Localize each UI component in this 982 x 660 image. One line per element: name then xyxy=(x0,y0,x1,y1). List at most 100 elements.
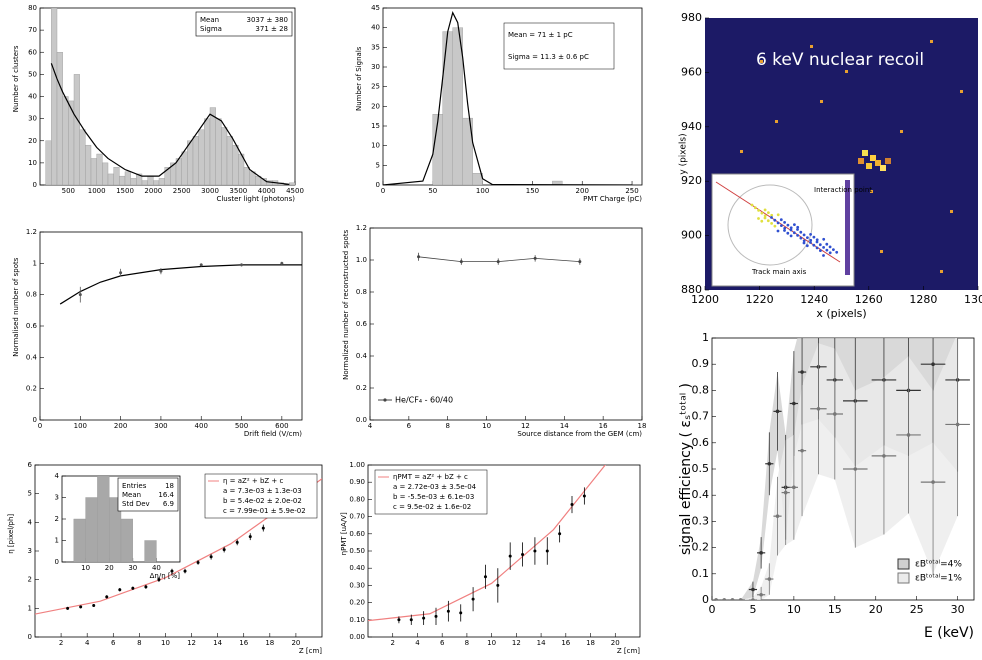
hist-bar xyxy=(244,167,250,185)
data-point xyxy=(731,598,735,602)
hist-bar xyxy=(63,97,69,186)
y-axis-label: ηPMT [uA/V] xyxy=(340,512,348,555)
y-tick-label: 20 xyxy=(28,137,37,145)
y-tick-label: 25 xyxy=(371,83,380,91)
hist-bar xyxy=(250,172,256,185)
y-tick-label: 920 xyxy=(681,174,702,187)
track-pixel xyxy=(786,232,789,235)
hist-bar xyxy=(187,141,193,185)
data-point xyxy=(784,491,788,495)
y-tick-label: 70 xyxy=(28,26,37,34)
fit-note: Mean = 71 ± 1 pC xyxy=(508,31,573,39)
x-tick-label: 1280 xyxy=(909,293,937,306)
hist-bar xyxy=(51,8,57,185)
data-point xyxy=(509,555,512,558)
x-axis-label: Drift field (V/cm) xyxy=(244,430,302,438)
y-tick-label: 5 xyxy=(376,161,380,169)
y-axis-label: signal efficiency ( εₛᵗᵒᵗᵃˡ ) xyxy=(678,383,694,555)
noise-pixel xyxy=(820,100,823,103)
track-pixel xyxy=(787,224,790,227)
track-pixel xyxy=(803,242,806,245)
data-point xyxy=(776,410,780,414)
track-pixel xyxy=(819,243,822,246)
recoil-spot xyxy=(885,158,891,164)
data-point xyxy=(578,260,581,263)
y-tick-label: 1.00 xyxy=(349,461,365,469)
x-tick-label: 4 xyxy=(415,639,420,647)
data-point xyxy=(66,607,69,610)
track-pixel xyxy=(806,236,809,239)
hist-bar xyxy=(142,181,148,185)
hist-bar xyxy=(119,176,125,185)
stats-label: Mean xyxy=(200,16,219,24)
x-tick-label: 2000 xyxy=(144,187,162,195)
y-axis-label: Normalized number of reconstructed spots xyxy=(342,229,350,379)
x-tick-label: 18 xyxy=(265,639,274,647)
track-pixel xyxy=(813,236,816,239)
y-tick-label: 1 xyxy=(702,331,709,344)
y-tick-label: 0.4 xyxy=(26,353,38,361)
track-pixel xyxy=(777,230,780,233)
y-axis-label: y (pixels) xyxy=(679,133,689,174)
y-tick-label: 1 xyxy=(28,604,32,612)
data-point xyxy=(739,598,743,602)
y-tick-label: 5 xyxy=(28,490,32,498)
track-pixel xyxy=(832,248,835,251)
data-point xyxy=(759,593,763,597)
x-axis-label: Z [cm] xyxy=(617,647,640,655)
x-tick-label: 200 xyxy=(576,187,589,195)
x-tick-label: 6 xyxy=(407,422,412,430)
data-point xyxy=(722,598,726,602)
y-axis-label: Number of clusters xyxy=(12,45,20,112)
y-tick-label: 40 xyxy=(371,24,380,32)
stats-value: 371 ± 28 xyxy=(255,25,288,33)
hist-bar xyxy=(289,183,295,185)
track-pixel xyxy=(816,247,819,250)
track-pixel xyxy=(760,220,763,223)
fit-note: b = -5.5e-03 ± 6.1e-03 xyxy=(393,493,474,501)
y-tick-label: 0.9 xyxy=(692,357,710,370)
x-tick-label: 12 xyxy=(521,422,530,430)
track-pixel xyxy=(790,229,793,232)
hist-bar xyxy=(80,130,86,185)
x-tick-label: 2 xyxy=(59,639,63,647)
x-tick-label: 1000 xyxy=(88,187,106,195)
x-tick-label: 600 xyxy=(275,422,288,430)
x-tick-label: 20 xyxy=(611,639,620,647)
track-pixel xyxy=(829,251,832,254)
x-tick-label: 2 xyxy=(390,639,394,647)
x-tick-label: 0 xyxy=(38,422,42,430)
x-tick-label: 250 xyxy=(625,187,638,195)
track-pixel xyxy=(764,217,767,220)
hist-bar xyxy=(74,519,86,562)
fit-info-box xyxy=(504,23,614,69)
noise-pixel xyxy=(880,250,883,253)
x-axis-label: Z [cm] xyxy=(299,647,322,655)
x-tick-label: 8 xyxy=(465,639,469,647)
x-tick-label: 20 xyxy=(105,564,114,572)
data-point xyxy=(472,598,475,601)
x-tick-label: 20 xyxy=(291,639,300,647)
x-tick-label: 2500 xyxy=(173,187,191,195)
y-tick-label: 1.2 xyxy=(26,228,37,236)
x-tick-label: 300 xyxy=(154,422,167,430)
hist-bar xyxy=(233,145,239,185)
x-tick-label: 12 xyxy=(512,639,521,647)
annotation: Track main axis xyxy=(751,268,807,276)
hist-bar xyxy=(227,136,233,185)
hist-bar xyxy=(86,498,98,563)
x-axis-label: x (pixels) xyxy=(816,307,866,320)
data-point xyxy=(223,548,226,551)
x-tick-label: 8 xyxy=(137,639,141,647)
track-pixel xyxy=(754,206,757,209)
x-tick-label: 4000 xyxy=(258,187,276,195)
y-tick-label: 0.20 xyxy=(349,599,365,607)
y-tick-label: 0.50 xyxy=(349,547,365,555)
y-tick-label: 20 xyxy=(371,102,380,110)
data-point xyxy=(546,550,549,553)
stats-value: 3037 ± 380 xyxy=(247,16,289,24)
y-tick-label: 1 xyxy=(33,259,37,267)
data-point xyxy=(79,605,82,608)
inset-colorbar xyxy=(845,180,850,275)
